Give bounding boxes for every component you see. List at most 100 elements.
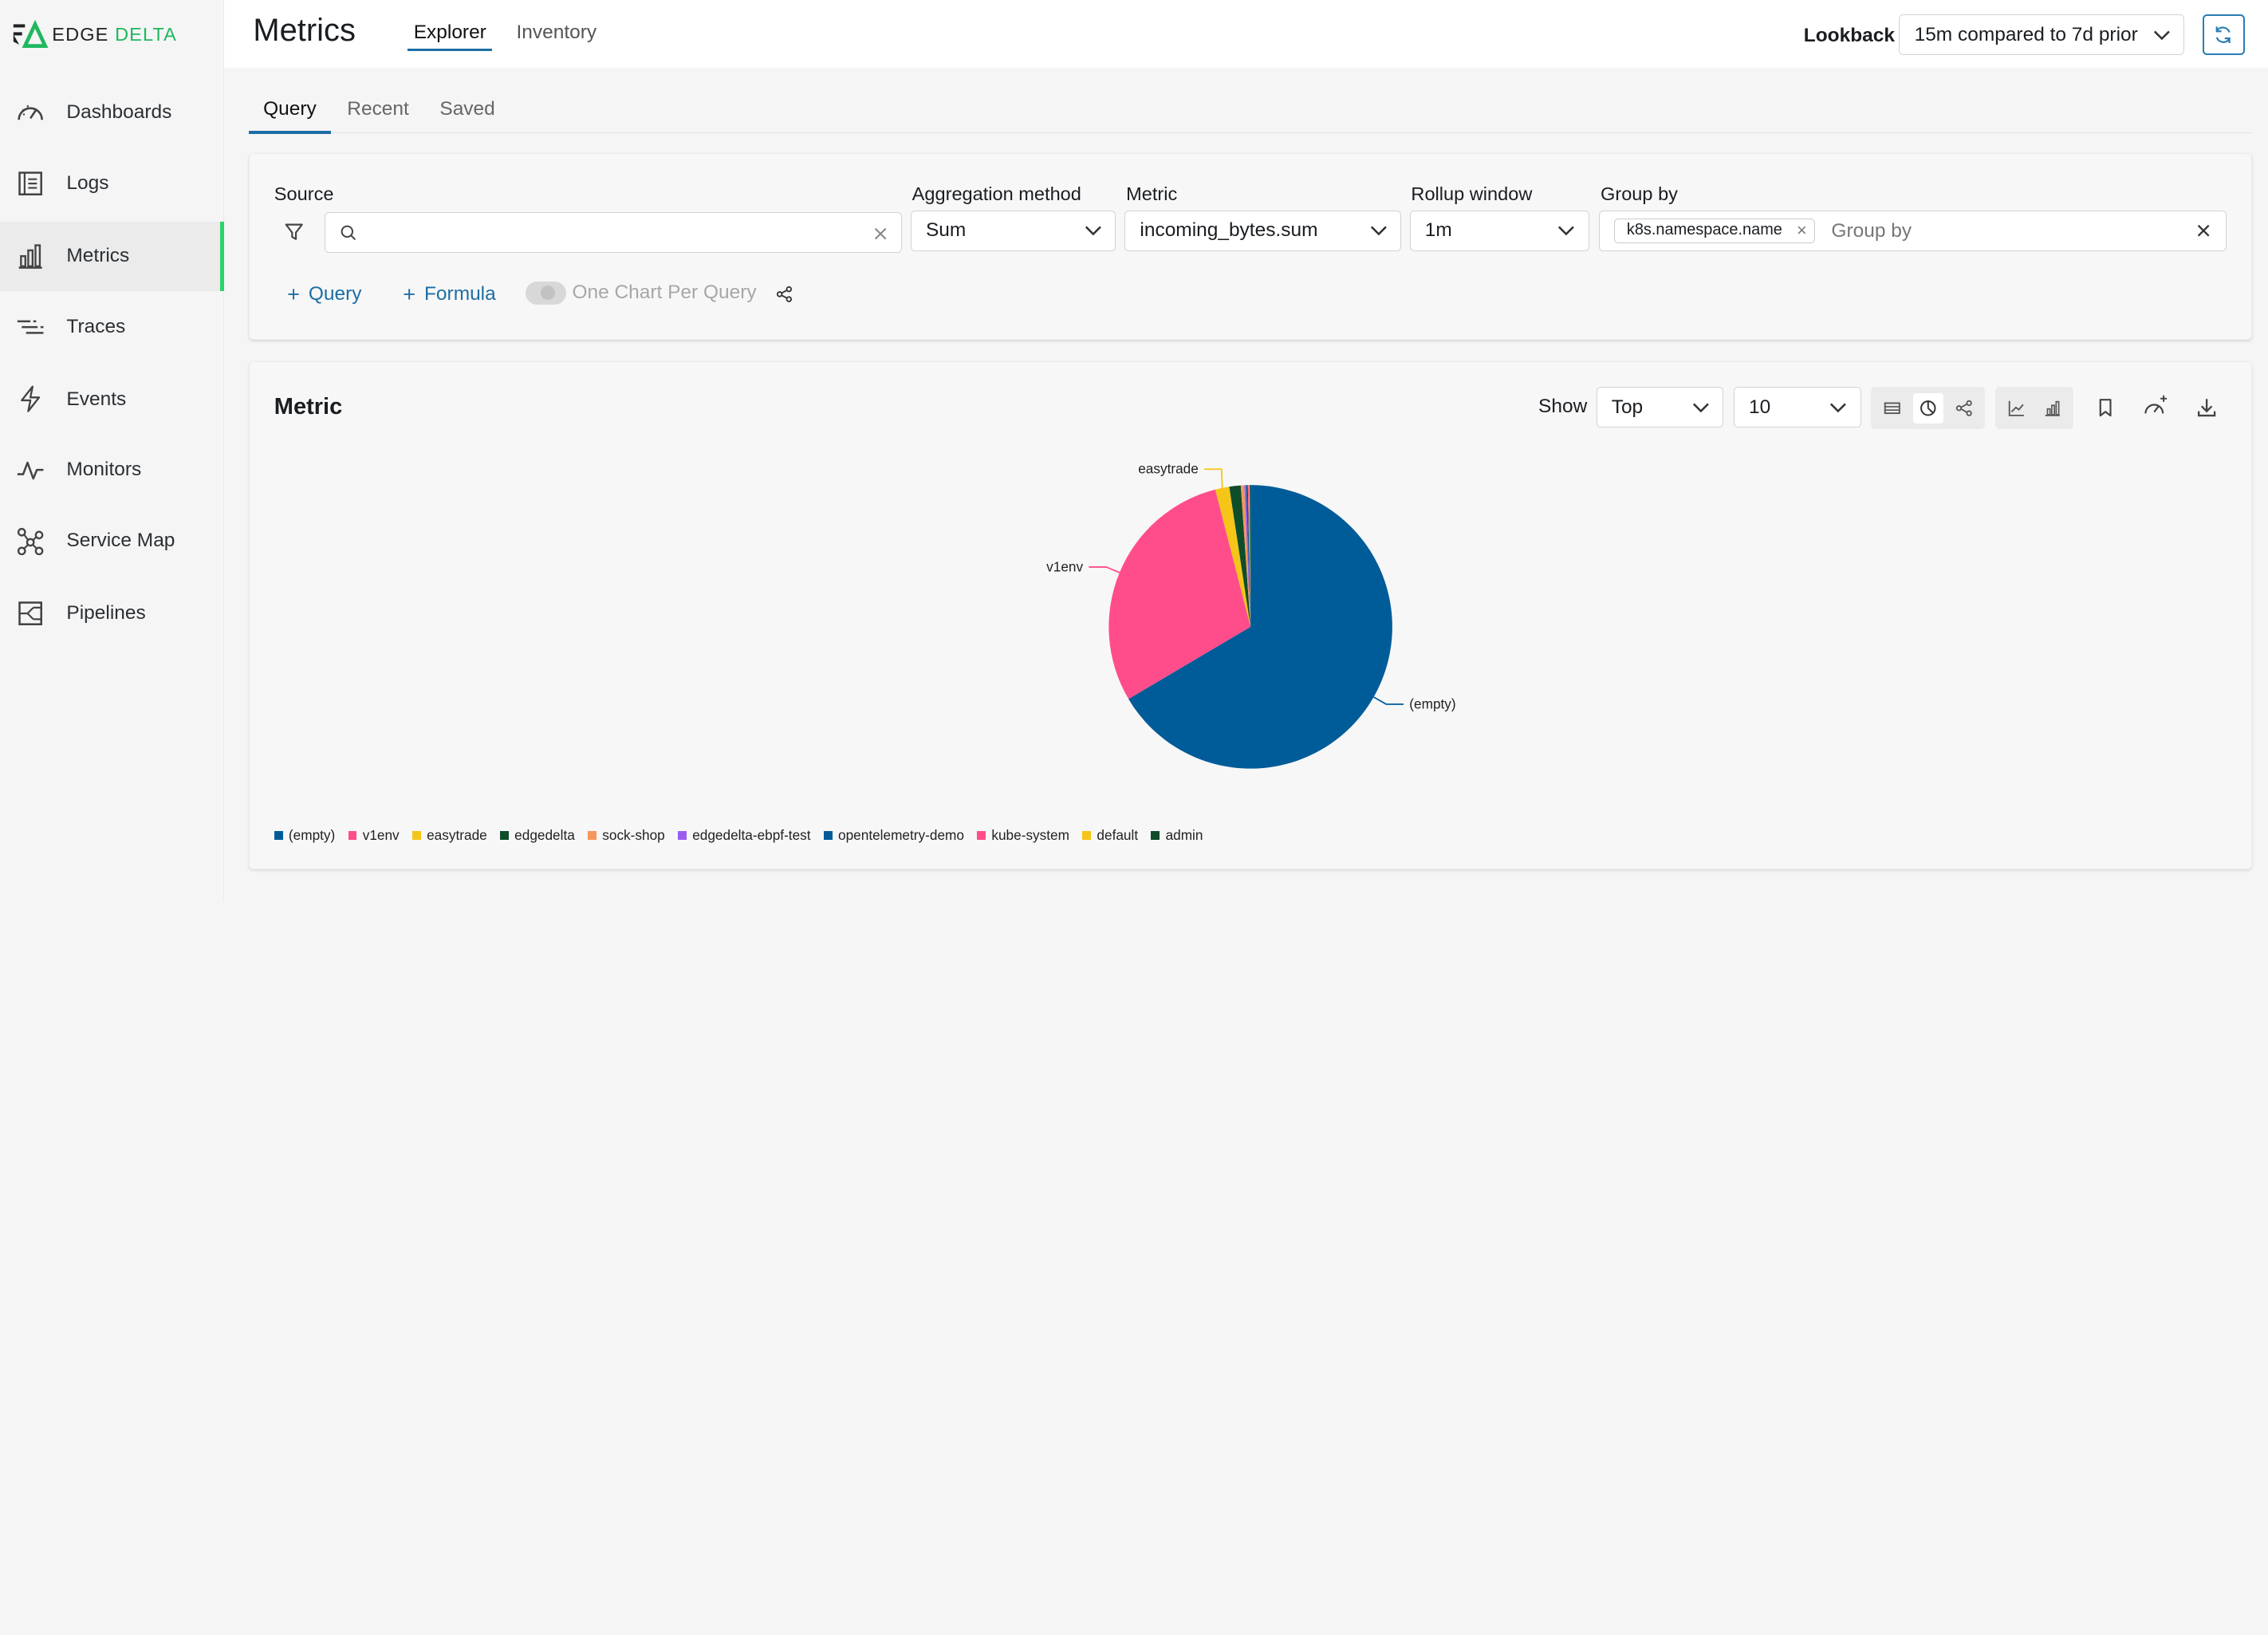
plus-icon: + bbox=[287, 281, 301, 306]
clear-icon[interactable] bbox=[874, 227, 887, 240]
show-count-select[interactable]: 10 bbox=[1733, 387, 1861, 428]
bookmark-icon[interactable] bbox=[2091, 393, 2120, 422]
download-icon[interactable] bbox=[2192, 393, 2221, 422]
aggregation-select[interactable]: Sum bbox=[910, 210, 1116, 251]
legend-item[interactable]: easytrade bbox=[411, 827, 487, 844]
pipelines-icon bbox=[18, 601, 42, 625]
source-search-field[interactable] bbox=[366, 219, 858, 245]
legend-item[interactable]: admin bbox=[1151, 827, 1203, 844]
legend-label: sock-shop bbox=[602, 826, 665, 843]
pie-slice-v1env[interactable] bbox=[1108, 490, 1251, 699]
legend-item[interactable]: edgedelta-ebpf-test bbox=[678, 827, 811, 844]
metric-label: Metric bbox=[1126, 183, 1178, 204]
pie-chart-icon bbox=[1920, 400, 1936, 416]
table-icon bbox=[1884, 402, 1900, 414]
lookback-select[interactable]: 15m compared to 7d prior bbox=[1899, 14, 2184, 55]
logo-mark-icon bbox=[13, 20, 48, 49]
visualization-type-group bbox=[1871, 387, 1986, 429]
legend-item[interactable]: default bbox=[1082, 827, 1138, 844]
tab-inventory[interactable]: Inventory bbox=[516, 22, 597, 44]
refresh-icon bbox=[2215, 26, 2231, 44]
legend-label: opentelemetry-demo bbox=[838, 826, 964, 843]
legend-item[interactable]: kube-system bbox=[977, 827, 1069, 844]
sidebar-item-events[interactable]: Events bbox=[0, 364, 224, 434]
tab-query[interactable]: Query bbox=[249, 98, 331, 135]
pie-slice-empty[interactable] bbox=[1128, 485, 1392, 770]
traces-icon bbox=[17, 320, 44, 334]
edge-delta-logo[interactable]: EDGE DELTA bbox=[12, 20, 177, 49]
pie-slice-kube-system[interactable] bbox=[1247, 485, 1251, 628]
tab-explorer[interactable]: Explorer bbox=[408, 22, 493, 53]
pie-slice-easytrade[interactable] bbox=[1215, 487, 1251, 628]
chevron-down-icon bbox=[1693, 403, 1709, 413]
legend-label: admin bbox=[1165, 826, 1203, 843]
table-view-button[interactable] bbox=[1876, 393, 1907, 424]
pie-slice-edgedelta[interactable] bbox=[1229, 486, 1251, 628]
pie-slice-edgedelta-ebpf-test[interactable] bbox=[1244, 485, 1251, 628]
sidebar-item-traces[interactable]: Traces bbox=[0, 292, 224, 361]
add-to-dashboard-icon[interactable] bbox=[2141, 393, 2170, 422]
groupby-chip[interactable]: k8s.namespace.name × bbox=[1614, 219, 1815, 243]
sidebar-item-service-map[interactable]: Service Map bbox=[0, 506, 224, 576]
legend-swatch bbox=[678, 830, 687, 840]
pie-slice-sock-shop[interactable] bbox=[1240, 485, 1251, 628]
chart-panel-title: Metric bbox=[274, 394, 343, 420]
sidebar-item-dashboards[interactable]: Dashboards bbox=[0, 78, 224, 148]
add-formula-button[interactable]: + Formula bbox=[403, 282, 496, 307]
show-mode-select[interactable]: Top bbox=[1596, 387, 1724, 428]
filter-icon[interactable] bbox=[284, 222, 304, 242]
pie-view-button[interactable] bbox=[1912, 392, 1943, 424]
callout-line bbox=[1089, 566, 1120, 574]
legend-swatch bbox=[1151, 830, 1160, 840]
one-chart-per-query-toggle[interactable] bbox=[526, 281, 567, 305]
sidebar: EDGE DELTA Dashboards Logs M bbox=[0, 0, 225, 901]
metric-value: incoming_bytes.sum bbox=[1140, 219, 1318, 242]
sidebar-item-monitors[interactable]: Monitors bbox=[0, 435, 224, 505]
show-mode-value: Top bbox=[1611, 396, 1644, 418]
legend-item[interactable]: opentelemetry-demo bbox=[823, 826, 964, 844]
legend-item[interactable]: (empty) bbox=[274, 827, 335, 844]
app-root: EDGE DELTA Dashboards Logs M bbox=[0, 0, 2268, 901]
metric-chart-panel: Metric Show Top 10 bbox=[248, 361, 2253, 870]
aggregation-value: Sum bbox=[925, 219, 967, 242]
legend-swatch bbox=[500, 830, 509, 840]
legend-item[interactable]: edgedelta bbox=[500, 827, 575, 844]
rollup-label: Rollup window bbox=[1411, 183, 1533, 204]
sidebar-item-label: Logs bbox=[66, 172, 109, 195]
sidebar-item-pipelines[interactable]: Pipelines bbox=[0, 579, 224, 648]
line-chart-button[interactable] bbox=[2001, 393, 2031, 424]
clear-all-icon[interactable] bbox=[2197, 224, 2210, 237]
source-search-input[interactable] bbox=[325, 211, 902, 253]
share-icon[interactable] bbox=[776, 286, 793, 303]
legend-swatch bbox=[1082, 830, 1092, 840]
add-query-button[interactable]: + Query bbox=[287, 282, 361, 307]
graph-view-button[interactable] bbox=[1949, 393, 1979, 424]
chip-remove-icon[interactable]: × bbox=[1797, 220, 1807, 241]
lookback-label: Lookback bbox=[1803, 24, 1895, 46]
sidebar-item-logs[interactable]: Logs bbox=[0, 149, 224, 219]
chevron-down-icon bbox=[1370, 227, 1387, 236]
pie-slice-opentelemetry-demo[interactable] bbox=[1246, 485, 1251, 628]
bar-chart-button[interactable] bbox=[2038, 393, 2068, 424]
sidebar-item-metrics[interactable]: Metrics bbox=[0, 221, 225, 291]
legend-swatch bbox=[411, 830, 421, 840]
legend-item[interactable]: v1env bbox=[348, 827, 400, 844]
logo-wordmark: EDGE DELTA bbox=[52, 24, 177, 45]
legend-item[interactable]: sock-shop bbox=[588, 827, 665, 844]
pulse-icon bbox=[17, 462, 44, 480]
metric-select[interactable]: incoming_bytes.sum bbox=[1124, 210, 1401, 251]
legend-swatch bbox=[823, 830, 833, 840]
top-header: Metrics Explorer Inventory Lookback 15m … bbox=[224, 0, 2268, 69]
bar-chart-icon bbox=[18, 244, 42, 269]
page-title: Metrics bbox=[253, 13, 356, 49]
sidebar-item-label: Dashboards bbox=[66, 101, 172, 124]
legend-swatch bbox=[977, 830, 986, 840]
chevron-down-icon bbox=[1085, 227, 1102, 236]
chevron-down-icon bbox=[1558, 227, 1575, 236]
refresh-button[interactable] bbox=[2203, 14, 2245, 55]
tab-saved[interactable]: Saved bbox=[439, 98, 495, 120]
tab-recent[interactable]: Recent bbox=[347, 98, 409, 120]
sidebar-item-label: Service Map bbox=[66, 530, 175, 552]
rollup-select[interactable]: 1m bbox=[1409, 210, 1589, 251]
groupby-multiselect[interactable]: k8s.namespace.name × Group by bbox=[1599, 210, 2227, 251]
